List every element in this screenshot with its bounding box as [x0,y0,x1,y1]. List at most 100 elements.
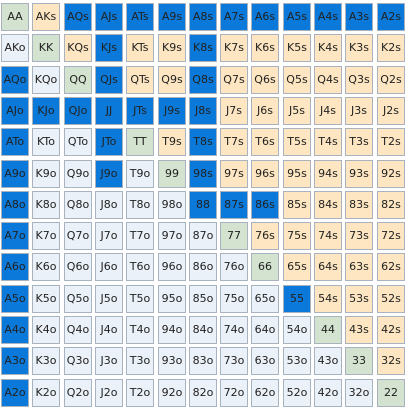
hand-cell-K8o[interactable]: K8o [32,191,60,219]
hand-cell-AQs[interactable]: AQs [64,3,92,31]
hand-cell-A7s[interactable]: A7s [220,3,248,31]
hand-cell-66[interactable]: 66 [251,253,279,281]
hand-cell-KK[interactable]: KK [32,34,60,62]
hand-cell-J4s[interactable]: J4s [314,97,342,125]
hand-cell-A4s[interactable]: A4s [314,3,342,31]
hand-cell-83s[interactable]: 83s [345,191,373,219]
hand-cell-86s[interactable]: 86s [251,191,279,219]
hand-cell-Q5o[interactable]: Q5o [64,285,92,313]
hand-cell-44[interactable]: 44 [314,316,342,344]
hand-cell-55[interactable]: 55 [283,285,311,313]
hand-cell-QTo[interactable]: QTo [64,128,92,156]
hand-cell-97s[interactable]: 97s [220,160,248,188]
hand-cell-A3o[interactable]: A3o [1,347,29,375]
hand-cell-J5o[interactable]: J5o [95,285,123,313]
hand-cell-75s[interactable]: 75s [283,222,311,250]
hand-cell-97o[interactable]: 97o [158,222,186,250]
hand-cell-73s[interactable]: 73s [345,222,373,250]
hand-cell-K7o[interactable]: K7o [32,222,60,250]
hand-cell-52s[interactable]: 52s [377,285,405,313]
hand-cell-T5s[interactable]: T5s [283,128,311,156]
hand-cell-QQ[interactable]: QQ [64,66,92,94]
hand-cell-62s[interactable]: 62s [377,253,405,281]
hand-cell-JTo[interactable]: JTo [95,128,123,156]
hand-cell-J6o[interactable]: J6o [95,253,123,281]
hand-cell-43o[interactable]: 43o [314,347,342,375]
hand-cell-T2o[interactable]: T2o [126,379,154,407]
hand-cell-88[interactable]: 88 [189,191,217,219]
hand-cell-J3o[interactable]: J3o [95,347,123,375]
hand-cell-Q7o[interactable]: Q7o [64,222,92,250]
hand-cell-ATo[interactable]: ATo [1,128,29,156]
hand-cell-Q2s[interactable]: Q2s [377,66,405,94]
hand-cell-83o[interactable]: 83o [189,347,217,375]
hand-cell-K9o[interactable]: K9o [32,160,60,188]
hand-cell-64s[interactable]: 64s [314,253,342,281]
hand-cell-ATs[interactable]: ATs [126,3,154,31]
hand-cell-J7s[interactable]: J7s [220,97,248,125]
hand-cell-84o[interactable]: 84o [189,316,217,344]
hand-cell-Q4o[interactable]: Q4o [64,316,92,344]
hand-cell-T7s[interactable]: T7s [220,128,248,156]
hand-cell-A9o[interactable]: A9o [1,160,29,188]
hand-cell-T7o[interactable]: T7o [126,222,154,250]
hand-cell-73o[interactable]: 73o [220,347,248,375]
hand-cell-A2s[interactable]: A2s [377,3,405,31]
hand-cell-75o[interactable]: 75o [220,285,248,313]
hand-cell-T3s[interactable]: T3s [345,128,373,156]
hand-cell-K5s[interactable]: K5s [283,34,311,62]
hand-cell-Q2o[interactable]: Q2o [64,379,92,407]
hand-cell-K6s[interactable]: K6s [251,34,279,62]
hand-cell-AKs[interactable]: AKs [32,3,60,31]
hand-cell-KQo[interactable]: KQo [32,66,60,94]
hand-cell-KJo[interactable]: KJo [32,97,60,125]
hand-cell-T3o[interactable]: T3o [126,347,154,375]
hand-cell-63s[interactable]: 63s [345,253,373,281]
hand-cell-J3s[interactable]: J3s [345,97,373,125]
hand-cell-K3s[interactable]: K3s [345,34,373,62]
hand-cell-Q4s[interactable]: Q4s [314,66,342,94]
hand-cell-T8o[interactable]: T8o [126,191,154,219]
hand-cell-Q6s[interactable]: Q6s [251,66,279,94]
hand-cell-T9s[interactable]: T9s [158,128,186,156]
hand-cell-82o[interactable]: 82o [189,379,217,407]
hand-cell-62o[interactable]: 62o [251,379,279,407]
hand-cell-AA[interactable]: AA [1,3,29,31]
hand-cell-K4s[interactable]: K4s [314,34,342,62]
hand-cell-K2s[interactable]: K2s [377,34,405,62]
hand-cell-T4o[interactable]: T4o [126,316,154,344]
hand-cell-82s[interactable]: 82s [377,191,405,219]
hand-cell-52o[interactable]: 52o [283,379,311,407]
hand-cell-72o[interactable]: 72o [220,379,248,407]
hand-cell-22[interactable]: 22 [377,379,405,407]
hand-cell-65s[interactable]: 65s [283,253,311,281]
hand-cell-32s[interactable]: 32s [377,347,405,375]
hand-cell-KJs[interactable]: KJs [95,34,123,62]
hand-cell-J2o[interactable]: J2o [95,379,123,407]
hand-cell-KTo[interactable]: KTo [32,128,60,156]
hand-cell-Q3o[interactable]: Q3o [64,347,92,375]
hand-cell-63o[interactable]: 63o [251,347,279,375]
hand-cell-J9s[interactable]: J9s [158,97,186,125]
hand-cell-J2s[interactable]: J2s [377,97,405,125]
hand-cell-A2o[interactable]: A2o [1,379,29,407]
hand-cell-JTs[interactable]: JTs [126,97,154,125]
hand-cell-AJo[interactable]: AJo [1,97,29,125]
hand-cell-K6o[interactable]: K6o [32,253,60,281]
hand-cell-J8o[interactable]: J8o [95,191,123,219]
hand-cell-T8s[interactable]: T8s [189,128,217,156]
hand-cell-KQs[interactable]: KQs [64,34,92,62]
hand-cell-72s[interactable]: 72s [377,222,405,250]
hand-cell-Q7s[interactable]: Q7s [220,66,248,94]
hand-cell-85s[interactable]: 85s [283,191,311,219]
hand-cell-85o[interactable]: 85o [189,285,217,313]
hand-cell-76s[interactable]: 76s [251,222,279,250]
hand-cell-Q9s[interactable]: Q9s [158,66,186,94]
hand-cell-98s[interactable]: 98s [189,160,217,188]
hand-cell-53o[interactable]: 53o [283,347,311,375]
hand-cell-42o[interactable]: 42o [314,379,342,407]
hand-cell-T9o[interactable]: T9o [126,160,154,188]
hand-cell-74o[interactable]: 74o [220,316,248,344]
hand-cell-AKo[interactable]: AKo [1,34,29,62]
hand-cell-QJs[interactable]: QJs [95,66,123,94]
